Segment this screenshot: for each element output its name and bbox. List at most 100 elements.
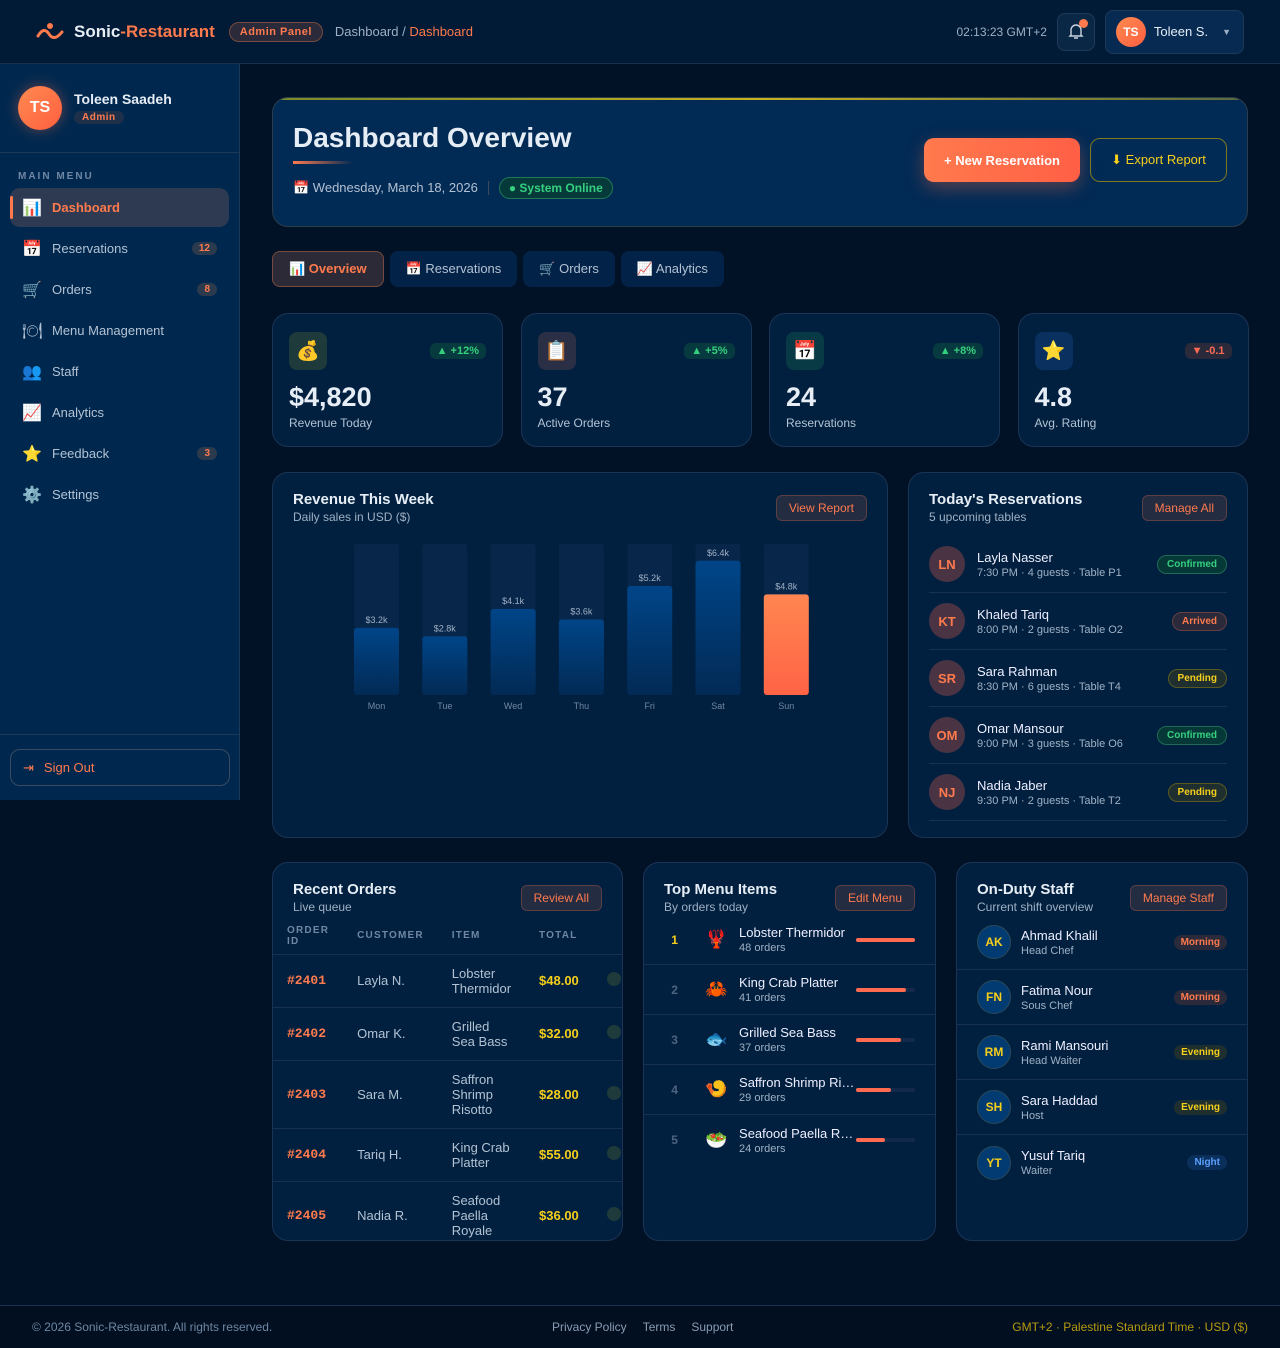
manage-all-button[interactable]: Manage All [1141, 495, 1227, 521]
sidebar-item-menu-management[interactable]: 🍽 Menu Management [10, 311, 229, 350]
staff-role: Host [1021, 1109, 1044, 1122]
data-label: $6.4k [707, 548, 730, 558]
user-menu[interactable]: TS Toleen S. ▼ [1104, 9, 1244, 54]
staff-name: Yusuf Tariq [1021, 1148, 1086, 1163]
role-badge: Admin [74, 111, 124, 124]
revenue-chart-card: Revenue This Week Daily sales in USD ($)… [272, 472, 888, 838]
reservation-item[interactable]: KT Khaled Tariq 8:00 PM · 2 guests · Table… [929, 593, 1227, 650]
tab-reservations[interactable]: 📅 Reservations [389, 251, 518, 287]
menu-item[interactable]: 5 🥗 Seafood Paella Royale24 orders [644, 1115, 935, 1165]
x-tick-label: Fri [644, 701, 655, 711]
item-name: Lobster Thermidor [739, 925, 846, 940]
export-report-button[interactable]: ⬇ Export Report [1090, 138, 1227, 182]
brand-logo[interactable]: Sonic-Restaurant [36, 21, 215, 43]
card-subtitle: Live queue [293, 900, 352, 914]
status-badge [606, 1206, 621, 1221]
privacy-link[interactable]: Privacy Policy [552, 1320, 627, 1334]
sidebar-item-reservations[interactable]: 📅 Reservations 12 [10, 229, 229, 268]
reservation-item[interactable]: NJ Nadia Jaber 9:30 PM · 2 guests · Table … [929, 764, 1227, 821]
count-badge: 3 [197, 447, 217, 460]
new-reservation-button[interactable]: + New Reservation [924, 138, 1080, 182]
menu-item[interactable]: 3 🐟 Grilled Sea Bass 37 orders [644, 1015, 935, 1065]
order-count: 24 orders [739, 1142, 786, 1155]
edit-menu-button[interactable]: Edit Menu [834, 885, 915, 911]
active-orders-icon: 📋 [537, 332, 576, 370]
bar-sat [695, 560, 741, 695]
bar-fri [627, 585, 673, 695]
stat-value: 37 [537, 382, 568, 412]
sidebar-item-label: Analytics [52, 405, 105, 420]
status-cell [592, 1181, 622, 1240]
popularity-fill [855, 937, 915, 942]
support-link[interactable]: Support [691, 1320, 734, 1334]
reservation-detail: 9:30 PM · 2 guests · Table T2 [977, 794, 1121, 807]
reservation-item[interactable]: SR Sara Rahman 8:30 PM · 6 guests · Table … [929, 650, 1227, 707]
system-status-badge: ● System Online [498, 177, 613, 199]
tab-analytics[interactable]: 📈 Analytics [620, 251, 724, 287]
tab-overview[interactable]: 📊 Overview [272, 251, 384, 287]
staff-item[interactable]: SH Sara Haddad Host Evening [957, 1080, 1247, 1135]
count-badge: 8 [197, 283, 217, 296]
sidebar-item-dashboard[interactable]: 📊 Dashboard [10, 188, 229, 227]
card-title: Top Menu Items [664, 881, 778, 898]
staff-role: Sous Chef [1021, 999, 1073, 1012]
staff-item[interactable]: YT Yusuf Tariq Waiter Night [957, 1135, 1247, 1190]
rank: 2 [671, 982, 678, 997]
reservation-item[interactable]: LN Layla Nasser 7:30 PM · 4 guests · Table… [929, 536, 1227, 593]
breadcrumb-link[interactable]: Dashboard [334, 24, 399, 39]
review-all-button[interactable]: Review All [520, 885, 602, 911]
breadcrumb: Dashboard / Dashboard [334, 24, 473, 39]
manage-staff-button[interactable]: Manage Staff [1129, 885, 1227, 911]
notifications-button[interactable] [1056, 12, 1095, 51]
sign-out-label: Sign Out [43, 760, 95, 775]
reservation-item[interactable]: OM Omar Mansour 9:00 PM · 3 guests · Table… [929, 707, 1227, 764]
bell-icon [1068, 24, 1084, 39]
sidebar-item-staff[interactable]: 👥 Staff [10, 352, 229, 391]
sign-out-button[interactable]: ⇥ Sign Out [10, 749, 230, 786]
status-badge [606, 1025, 621, 1039]
reservations-icon: 📅 [22, 240, 42, 258]
x-tick-label: Thu [574, 701, 590, 711]
sidebar-item-feedback[interactable]: ⭐ Feedback 3 [10, 434, 229, 473]
terms-link[interactable]: Terms [642, 1320, 676, 1334]
table-row[interactable]: #2401 Layla N. Lobster Thermidor $48.00 [273, 954, 622, 1008]
avatar: SH [977, 1090, 1011, 1124]
footer: © 2026 Sonic-Restaurant. All rights rese… [0, 1305, 1280, 1348]
table-row[interactable]: #2402 Omar K. Grilled Sea Bass $32.00 [273, 1007, 622, 1061]
profile-name: Toleen Saadeh [74, 91, 172, 107]
stat-label: Revenue Today [289, 416, 373, 430]
cell-order-id: #2405 [273, 1181, 344, 1240]
table-row[interactable]: #2405 Nadia R. Seafood Paella Royale $36.00 [273, 1181, 622, 1240]
staff-item[interactable]: AK Ahmad Khalil Head Chef Morning [957, 915, 1247, 970]
avatar: LN [929, 546, 965, 582]
sidebar-item-analytics[interactable]: 📈 Analytics [10, 393, 229, 432]
sidebar-item-settings[interactable]: ⚙️ Settings [10, 475, 229, 514]
notification-dot [1078, 18, 1088, 28]
menu-item[interactable]: 2 🦀 King Crab Platter 41 orders [644, 965, 935, 1015]
sidebar-item-orders[interactable]: 🛒 Orders 8 [10, 270, 229, 309]
staff-item[interactable]: RM Rami Mansouri Head Waiter Evening [957, 1025, 1247, 1080]
menu-item[interactable]: 4 🍤 Saffron Shrimp Risotto 29 orders [644, 1065, 935, 1115]
shift-badge: Morning [1173, 989, 1227, 1005]
sidebar-item-label: Settings [52, 487, 99, 502]
table-row[interactable]: #2404 Tariq H. King Crab Platter $55.00 [273, 1128, 622, 1182]
top-header: Sonic-Restaurant Admin Panel Dashboard /… [0, 0, 1280, 64]
reservation-detail: 8:00 PM · 2 guests · Table O2 [977, 623, 1123, 636]
tab-orders[interactable]: 🛒 Orders [523, 251, 615, 287]
card-subtitle: 5 upcoming tables [929, 510, 1027, 524]
status-cell [592, 1128, 622, 1182]
menu-item[interactable]: 1 🦞 Lobster Thermidor 48 orders [644, 915, 935, 965]
guest-name: Nadia Jaber [977, 777, 1048, 793]
staff-item[interactable]: FN Fatima Nour Sous Chef Morning [957, 970, 1247, 1025]
sidebar-item-label: Orders [52, 282, 92, 297]
view-report-button[interactable]: View Report [775, 495, 867, 521]
x-tick-label: Sat [711, 701, 725, 711]
x-tick-label: Sun [778, 701, 794, 711]
avatar: SR [929, 660, 965, 696]
cell-total: $55.00 [525, 1128, 593, 1182]
table-row[interactable]: #2403 Sara M. Saffron Shrimp Risotto $28.00 [273, 1060, 622, 1129]
card-title: On-Duty Staff [977, 881, 1074, 898]
rank: 3 [671, 1032, 678, 1047]
sidebar-item-label: Dashboard [52, 200, 120, 215]
order-count: 29 orders [739, 1092, 786, 1104]
